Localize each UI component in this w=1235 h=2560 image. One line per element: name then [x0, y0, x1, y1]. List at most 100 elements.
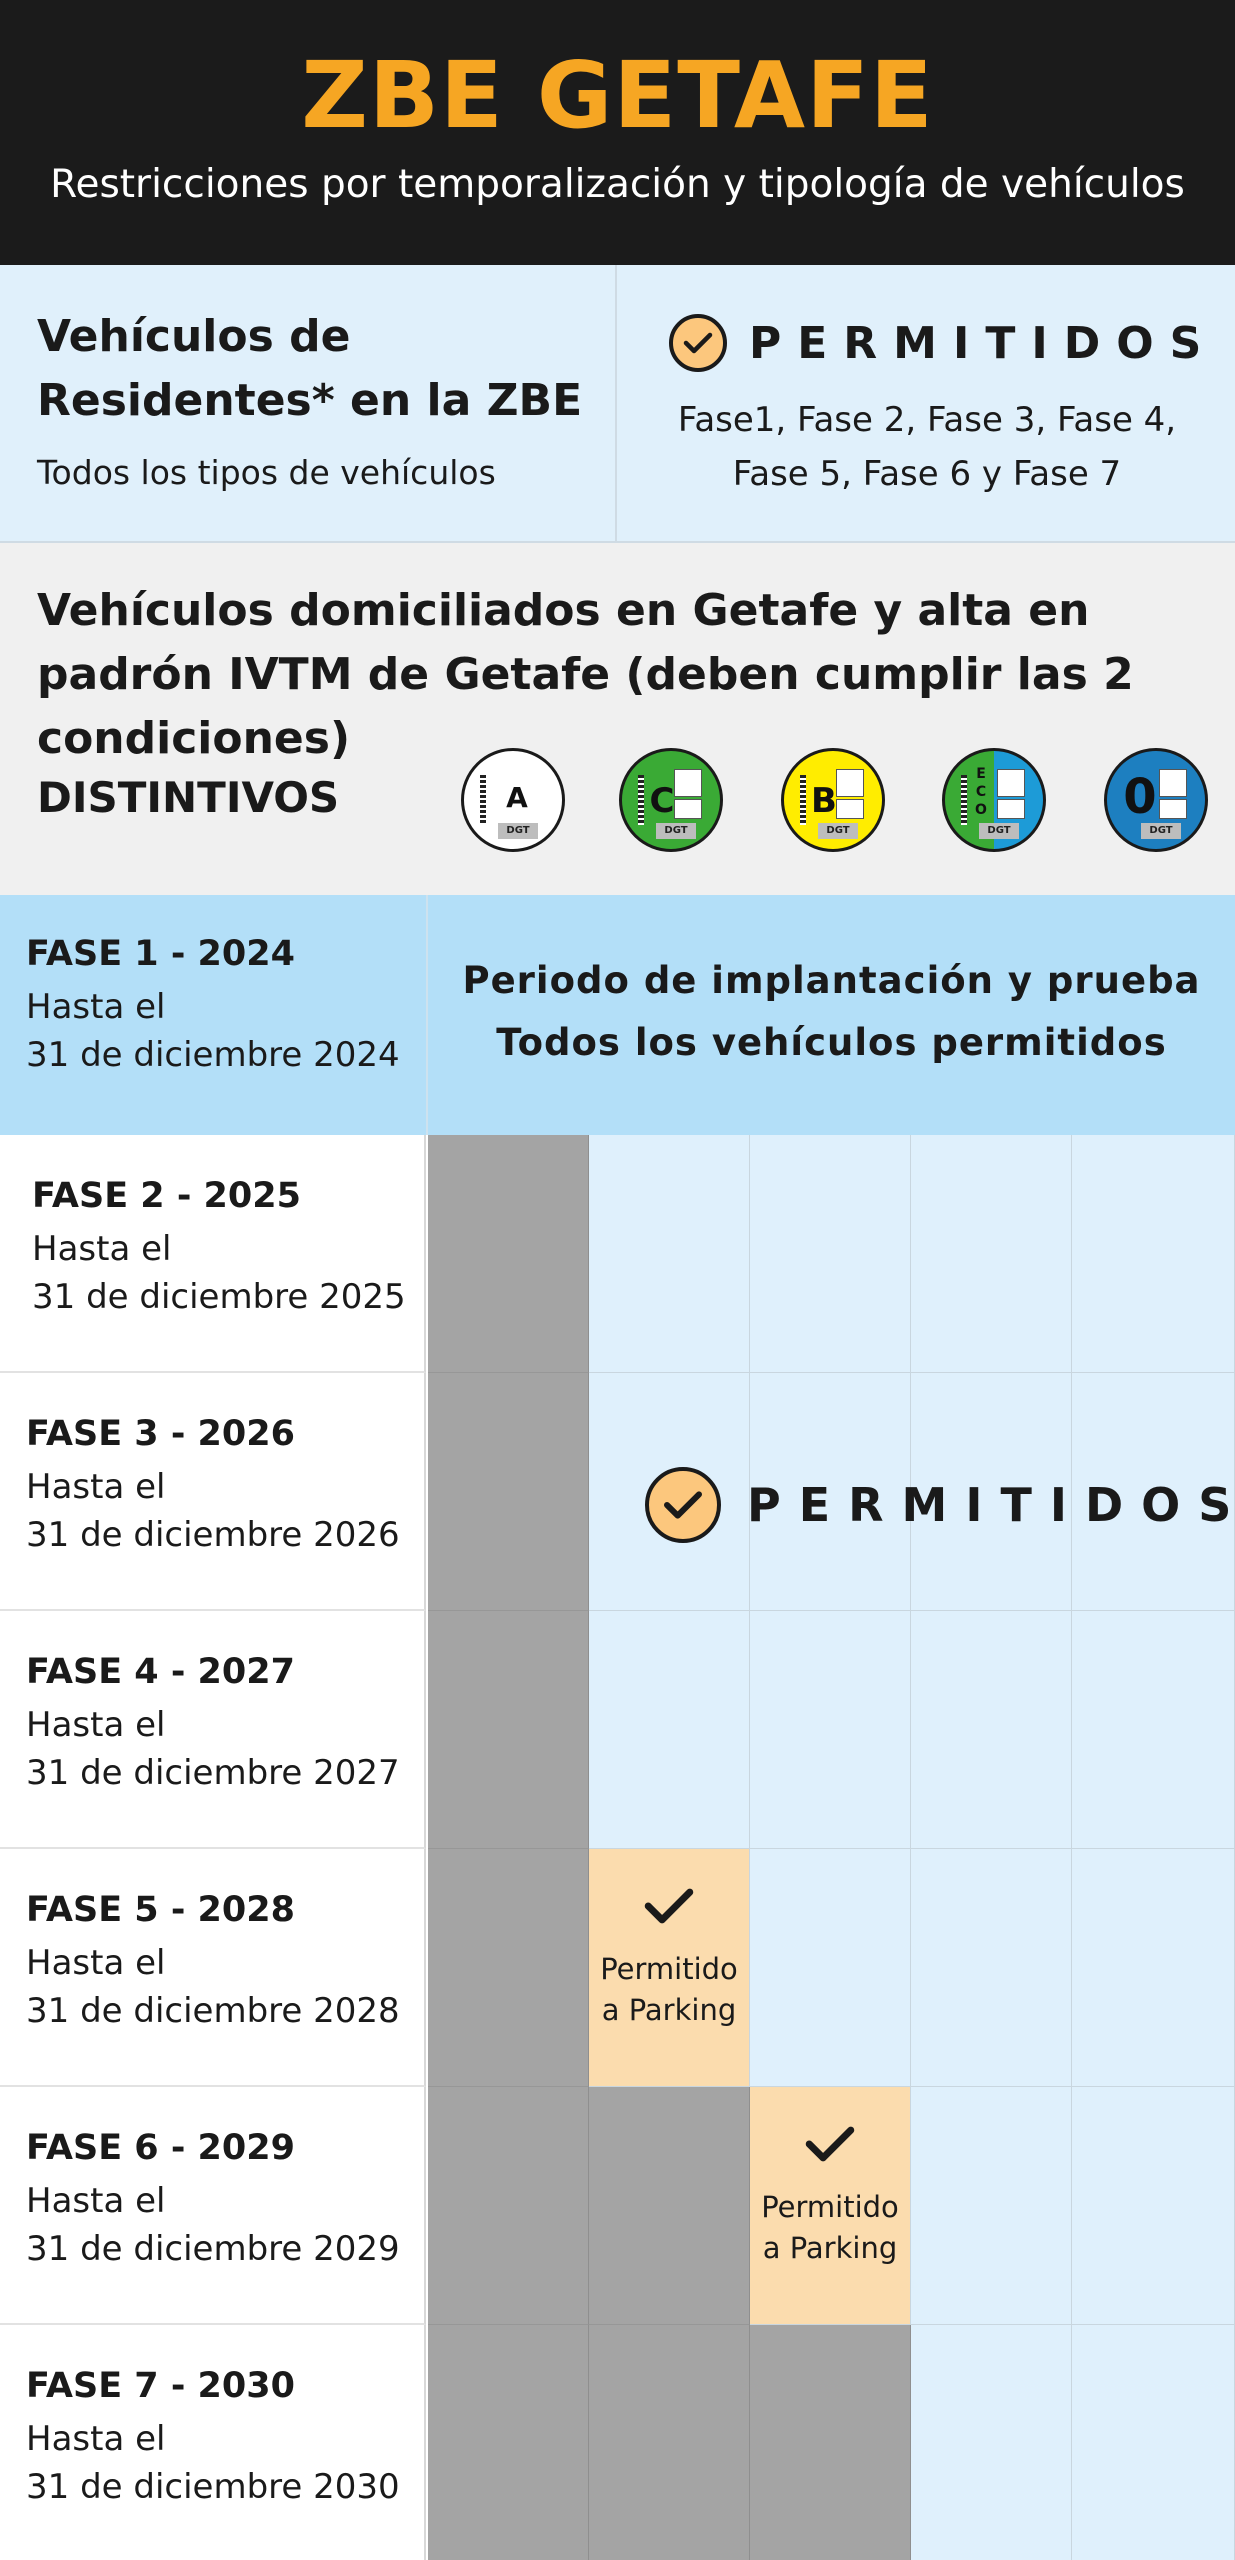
phase-title: FASE 3 - 2026	[26, 1414, 295, 1454]
restricted-cell	[589, 2325, 750, 2560]
parking-text-line1: Permitido	[600, 1952, 738, 1986]
phase1-date-line2: 31 de diciembre 2024	[26, 1035, 400, 1075]
phase-date-line2: 31 de diciembre 2028	[26, 1991, 400, 2031]
restricted-cell	[428, 2325, 589, 2560]
phase-date: Hasta el 31 de diciembre 2026	[26, 1463, 400, 1559]
allowed-cell	[750, 1849, 911, 2087]
allowed-cell	[911, 2087, 1072, 2325]
residents-info: Vehículos de Residentes* en la ZBE Todos…	[0, 265, 617, 541]
phase-row-label: FASE 7 - 2030 Hasta el 31 de diciembre 203…	[0, 2325, 426, 2560]
phase-title: FASE 7 - 2030	[26, 2366, 295, 2406]
phase-title: FASE 5 - 2028	[26, 1890, 295, 1930]
domiciled-section: Vehículos domiciliados en Getafe y alta …	[0, 543, 1235, 895]
badge-zero-icon: 0 DGT	[1104, 748, 1208, 852]
phase-row-label: FASE 2 - 2025 Hasta el 31 de diciembre 202…	[0, 1135, 426, 1373]
phase-row-label: FASE 6 - 2029 Hasta el 31 de diciembre 202…	[0, 2087, 426, 2325]
phase-title: FASE 2 - 2025	[32, 1176, 301, 1216]
header: ZBE GETAFE Restricciones por temporaliza…	[0, 0, 1235, 265]
phase-date: Hasta el 31 de diciembre 2025	[32, 1225, 406, 1321]
badge-a-letter: A	[506, 781, 528, 814]
badge-zero-letter: 0	[1123, 769, 1157, 825]
allowed-cell	[911, 2325, 1072, 2560]
grid-permitidos-label: PERMITIDOS	[747, 1478, 1235, 1532]
residents-phases: Fase1, Fase 2, Fase 3, Fase 4, Fase 5, F…	[619, 393, 1235, 501]
phase-date: Hasta el 31 de diciembre 2027	[26, 1701, 400, 1797]
allowed-cell	[1072, 1849, 1235, 2087]
badge-c-letter: C	[649, 781, 675, 821]
phase-date: Hasta el 31 de diciembre 2030	[26, 2415, 400, 2511]
phase-date-line2: 31 de diciembre 2025	[32, 1277, 406, 1317]
phase-date-line2: 31 de diciembre 2026	[26, 1515, 400, 1555]
residents-section: Vehículos de Residentes* en la ZBE Todos…	[0, 265, 1235, 543]
restricted-cell	[428, 1611, 589, 1849]
phase-label: FASE 5 - 2028 Hasta el 31 de diciembre 202…	[26, 1887, 400, 2035]
allowed-cell	[1072, 2325, 1235, 2560]
phase-date-line1: Hasta el	[26, 1467, 166, 1507]
residents-status: PERMITIDOS Fase1, Fase 2, Fase 3, Fase 4…	[619, 265, 1235, 541]
badge-c-dgt: DGT	[656, 823, 696, 839]
parking-text-line2: a Parking	[762, 2231, 898, 2265]
badge-zero-dgt: DGT	[1141, 823, 1181, 839]
phase-date-line1: Hasta el	[26, 2181, 166, 2221]
restricted-cell	[428, 2087, 589, 2325]
phase1-date: Hasta el 31 de diciembre 2024	[26, 983, 400, 1079]
phase1-message-line1: Periodo de implantación y prueba	[462, 959, 1201, 1002]
allowed-cell	[1072, 1135, 1235, 1373]
allowed-cell	[1072, 1611, 1235, 1849]
badge-b-letter: B	[811, 781, 837, 821]
badge-b-icon: B DGT	[781, 748, 885, 852]
allowed-cell	[750, 1611, 911, 1849]
page-subtitle: Restricciones por temporalización y tipo…	[50, 162, 1185, 207]
phase-date-line2: 31 de diciembre 2030	[26, 2467, 400, 2507]
distintivos-label: DISTINTIVOS	[37, 773, 340, 822]
residents-phases-line2: Fase 5, Fase 6 y Fase 7	[732, 454, 1122, 494]
phase-row-label: FASE 4 - 2027 Hasta el 31 de diciembre 202…	[0, 1611, 426, 1849]
residents-phases-line1: Fase1, Fase 2, Fase 3, Fase 4,	[677, 400, 1177, 440]
restricted-cell	[750, 2325, 911, 2560]
parking-text: Permitido a Parking	[589, 1949, 749, 2031]
allowed-cell	[911, 1373, 1072, 1611]
phase1-date-line1: Hasta el	[26, 987, 166, 1027]
grid-permitidos: PERMITIDOS	[645, 1465, 1235, 1545]
allowed-cell	[750, 1135, 911, 1373]
badge-eco-dgt: DGT	[979, 823, 1019, 839]
allowed-cell	[750, 1373, 911, 1611]
phase-date-line2: 31 de diciembre 2029	[26, 2229, 400, 2269]
restricted-cell	[428, 1373, 589, 1611]
badge-a-dgt: DGT	[498, 823, 538, 839]
badge-b-dgt: DGT	[818, 823, 858, 839]
page-title: ZBE GETAFE	[301, 42, 934, 149]
phase-grid: FASE 2 - 2025 Hasta el 31 de diciembre 202…	[0, 1135, 1235, 2560]
parking-cell: Permitido a Parking	[750, 2087, 911, 2325]
badge-eco-letter: ECO	[975, 766, 987, 818]
phase-date-line1: Hasta el	[32, 1229, 172, 1269]
phase-label: FASE 3 - 2026 Hasta el 31 de diciembre 202…	[26, 1411, 400, 1559]
phase-date-line2: 31 de diciembre 2027	[26, 1753, 400, 1793]
phase1-title: FASE 1 - 2024	[26, 934, 295, 974]
checkmark-icon	[750, 2123, 910, 2169]
parking-cell: Permitido a Parking	[589, 1849, 750, 2087]
phase-label: FASE 6 - 2029 Hasta el 31 de diciembre 202…	[26, 2125, 400, 2273]
parking-text-line2: a Parking	[601, 1993, 737, 2027]
badge-c-icon: C DGT	[619, 748, 723, 852]
phase-title: FASE 4 - 2027	[26, 1652, 295, 1692]
phase-row-label: FASE 5 - 2028 Hasta el 31 de diciembre 202…	[0, 1849, 426, 2087]
badge-eco-icon: ECO DGT	[942, 748, 1046, 852]
parking-text: Permitido a Parking	[750, 2187, 910, 2269]
phase-date: Hasta el 31 de diciembre 2028	[26, 1939, 400, 2035]
phase-date-line1: Hasta el	[26, 1705, 166, 1745]
phase1-message-line2: Todos los vehículos permitidos	[496, 1021, 1167, 1064]
phase1-label: FASE 1 - 2024 Hasta el 31 de diciembre 2…	[26, 931, 400, 1079]
phase-label: FASE 4 - 2027 Hasta el 31 de diciembre 202…	[26, 1649, 400, 1797]
phase-date: Hasta el 31 de diciembre 2029	[26, 2177, 400, 2273]
residents-permitidos: PERMITIDOS	[669, 311, 1217, 375]
allowed-cell	[589, 1135, 750, 1373]
allowed-cell	[589, 1611, 750, 1849]
restricted-cell	[589, 2087, 750, 2325]
badge-a-icon: A DGT	[461, 748, 565, 852]
phase-label: FASE 7 - 2030 Hasta el 31 de diciembre 203…	[26, 2363, 400, 2511]
phase1-message: Periodo de implantación y prueba Todos l…	[428, 950, 1235, 1074]
phase-date-line1: Hasta el	[26, 1943, 166, 1983]
allowed-cell	[911, 1611, 1072, 1849]
permitidos-label: PERMITIDOS	[749, 317, 1218, 369]
